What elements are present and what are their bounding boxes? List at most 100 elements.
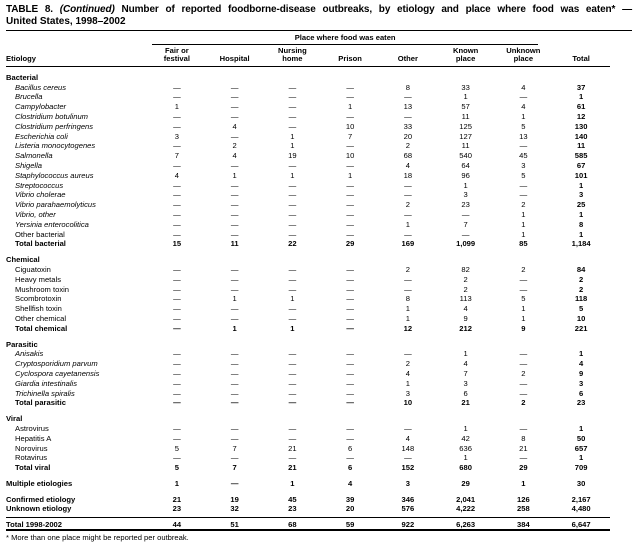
- value-cell: —: [288, 219, 297, 229]
- value-cell: 7: [232, 443, 237, 453]
- value-cell: 5: [521, 170, 526, 180]
- value-cell: 2: [579, 284, 584, 294]
- value-cell: 1: [579, 423, 584, 433]
- value-cell: —: [173, 180, 181, 190]
- value-cell: 4,222: [456, 504, 476, 514]
- value-cell: 5: [521, 294, 526, 304]
- etiology-label: Listeria monocytogenes: [15, 141, 96, 151]
- etiology-label: Total chemical: [15, 323, 68, 333]
- value-cell: 709: [574, 463, 588, 473]
- etiology-label: Escherichia coli: [15, 131, 68, 141]
- value-cell: 1: [463, 453, 468, 463]
- value-cell: 13: [403, 102, 413, 112]
- value-cell: 11: [461, 112, 470, 121]
- etiology-label: Multiple etiologies: [6, 478, 73, 488]
- column-header: Fair or festival: [163, 46, 190, 64]
- value-cell: —: [173, 349, 181, 359]
- table-row: Escherichia coli 3 — 1 7 20 127 13 140: [6, 132, 610, 142]
- value-cell: —: [346, 190, 354, 200]
- value-cell: —: [173, 112, 181, 121]
- etiology-label: Other chemical: [15, 313, 67, 323]
- column-header: Total: [572, 54, 590, 64]
- value-cell: —: [519, 190, 528, 200]
- table-row: Other bacterial — — — — — — 1 1: [6, 230, 610, 240]
- value-cell: —: [173, 209, 181, 219]
- value-cell: 2: [579, 274, 584, 284]
- value-cell: 1: [521, 219, 526, 229]
- etiology-label: Astrovirus: [15, 423, 49, 433]
- value-cell: 8: [579, 219, 584, 229]
- value-cell: —: [288, 368, 297, 378]
- value-cell: 4: [521, 82, 526, 92]
- value-cell: 33: [461, 82, 470, 92]
- value-cell: 576: [401, 504, 415, 514]
- value-cell: —: [230, 209, 239, 219]
- value-cell: —: [346, 294, 354, 304]
- value-cell: —: [346, 323, 354, 333]
- value-cell: —: [173, 92, 181, 102]
- value-cell: —: [346, 349, 354, 359]
- value-cell: 1: [290, 141, 295, 151]
- etiology-label: Cyclospora cayetanensis: [15, 368, 100, 378]
- value-cell: 5: [579, 304, 584, 314]
- value-cell: 84: [576, 264, 586, 274]
- value-cell: 8: [405, 294, 410, 304]
- etiology-label: Clostridium perfringens: [15, 121, 94, 131]
- value-cell: —: [346, 368, 354, 378]
- etiology-label: Staphylococcus aureus: [15, 170, 94, 180]
- value-cell: —: [288, 200, 297, 210]
- value-cell: 11: [577, 141, 586, 151]
- value-cell: 1: [579, 349, 584, 359]
- value-cell: —: [230, 433, 239, 443]
- value-cell: 21: [461, 398, 470, 408]
- value-cell: 9: [579, 368, 584, 378]
- value-cell: 3: [463, 190, 468, 200]
- value-cell: 2: [405, 141, 410, 151]
- value-cell: 126: [517, 494, 530, 504]
- value-cell: 346: [401, 494, 415, 504]
- value-cell: 23: [576, 398, 586, 408]
- value-cell: —: [288, 92, 297, 102]
- table-row: Cyclospora cayetanensis — — — — 4 7 2 9: [6, 369, 610, 379]
- value-cell: —: [173, 313, 181, 323]
- value-cell: 1: [521, 304, 526, 314]
- value-cell: —: [173, 274, 181, 284]
- value-cell: —: [404, 112, 412, 121]
- value-cell: 42: [461, 433, 470, 443]
- value-cell: —: [404, 229, 412, 239]
- value-cell: —: [230, 349, 239, 359]
- value-cell: —: [288, 229, 297, 239]
- value-cell: —: [173, 359, 181, 369]
- value-cell: —: [230, 359, 239, 369]
- column-header-row: Etiology Fair or festival Hospital Nursing…: [6, 46, 610, 67]
- value-cell: —: [173, 219, 181, 229]
- value-cell: —: [288, 359, 297, 369]
- table-row: Mushroom toxin — — — — — 2 — 2: [6, 285, 610, 295]
- value-cell: —: [288, 160, 297, 170]
- value-cell: 1: [174, 102, 179, 112]
- value-cell: 9: [521, 323, 526, 333]
- table-row: Cryptosporidium parvum — — — — 2 4 — 4: [6, 359, 610, 369]
- value-cell: 23: [461, 200, 470, 210]
- value-cell: 1: [579, 453, 584, 463]
- table-row: Total bacterial 15 11 22 29 169 1,099 85 1,184: [6, 239, 610, 249]
- value-cell: —: [230, 82, 239, 92]
- value-cell: —: [346, 274, 354, 284]
- value-cell: —: [230, 304, 239, 314]
- value-cell: 2: [521, 368, 526, 378]
- value-cell: 29: [519, 463, 528, 473]
- etiology-label: Chemical: [6, 255, 40, 265]
- value-cell: —: [230, 180, 239, 190]
- etiology-label: Bacillus cereus: [15, 82, 67, 92]
- value-cell: —: [346, 359, 354, 369]
- value-cell: 1: [174, 478, 179, 488]
- table-row: Confirmed etiology 21 19 45 39 346 2,041 126 2,1…: [6, 495, 610, 505]
- value-cell: 3: [579, 378, 584, 388]
- table-row: Scombrotoxin — 1 1 — 8 113 5 118: [6, 294, 610, 304]
- value-cell: —: [346, 313, 354, 323]
- value-cell: 1: [579, 92, 584, 102]
- value-cell: 5: [174, 443, 179, 453]
- value-cell: 45: [288, 494, 297, 504]
- value-cell: —: [230, 229, 239, 239]
